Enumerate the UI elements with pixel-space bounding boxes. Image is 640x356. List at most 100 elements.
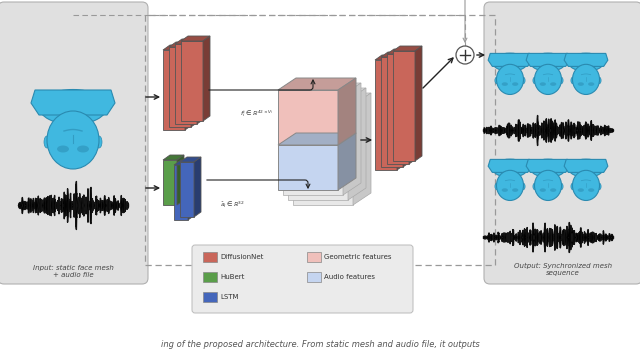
FancyBboxPatch shape — [192, 245, 413, 313]
Ellipse shape — [533, 77, 536, 84]
FancyBboxPatch shape — [0, 2, 148, 284]
FancyBboxPatch shape — [293, 105, 353, 205]
Ellipse shape — [531, 159, 566, 177]
Ellipse shape — [571, 77, 574, 84]
Polygon shape — [375, 55, 404, 60]
Polygon shape — [526, 53, 570, 67]
Ellipse shape — [578, 188, 584, 192]
Ellipse shape — [550, 82, 556, 86]
FancyBboxPatch shape — [288, 100, 348, 200]
FancyBboxPatch shape — [307, 272, 321, 282]
FancyBboxPatch shape — [203, 292, 217, 302]
FancyBboxPatch shape — [278, 90, 338, 145]
Ellipse shape — [512, 188, 518, 192]
FancyBboxPatch shape — [169, 47, 191, 127]
Polygon shape — [415, 46, 422, 161]
Polygon shape — [185, 45, 192, 130]
Ellipse shape — [560, 77, 563, 84]
FancyBboxPatch shape — [163, 160, 177, 205]
FancyBboxPatch shape — [484, 2, 640, 284]
Bar — [544, 168, 552, 178]
Ellipse shape — [573, 170, 600, 200]
Polygon shape — [488, 53, 532, 67]
Ellipse shape — [502, 188, 508, 192]
Polygon shape — [488, 159, 532, 172]
Polygon shape — [174, 160, 195, 165]
FancyBboxPatch shape — [381, 57, 403, 167]
Ellipse shape — [44, 136, 50, 148]
FancyBboxPatch shape — [278, 145, 338, 190]
FancyBboxPatch shape — [175, 44, 197, 124]
Ellipse shape — [502, 82, 508, 86]
Polygon shape — [338, 78, 356, 145]
Ellipse shape — [568, 53, 604, 71]
Ellipse shape — [522, 183, 525, 189]
Bar — [582, 62, 590, 72]
FancyBboxPatch shape — [181, 41, 203, 121]
Polygon shape — [381, 52, 410, 57]
Polygon shape — [191, 42, 198, 127]
Ellipse shape — [568, 159, 604, 177]
Text: Input: static face mesh
+ audio file: Input: static face mesh + audio file — [33, 265, 113, 278]
Text: LSTM: LSTM — [220, 294, 239, 300]
Text: ing of the proposed architecture. From static mesh and audio file, it outputs: ing of the proposed architecture. From s… — [161, 340, 479, 349]
Ellipse shape — [492, 53, 527, 71]
Polygon shape — [397, 55, 404, 170]
Polygon shape — [564, 159, 608, 172]
Polygon shape — [393, 46, 422, 51]
Text: DiffusionNet: DiffusionNet — [220, 254, 264, 260]
Polygon shape — [180, 157, 201, 162]
Polygon shape — [197, 39, 204, 124]
Text: Audio features: Audio features — [324, 274, 375, 280]
Ellipse shape — [96, 136, 102, 148]
Polygon shape — [177, 155, 184, 205]
Ellipse shape — [550, 188, 556, 192]
FancyBboxPatch shape — [283, 95, 343, 195]
Polygon shape — [564, 53, 608, 67]
Text: $f_i^t \in \mathbb{R}^{42 \times V_i}$: $f_i^t \in \mathbb{R}^{42 \times V_i}$ — [240, 108, 274, 119]
Text: Geometric features: Geometric features — [324, 254, 392, 260]
Ellipse shape — [39, 89, 107, 125]
Ellipse shape — [598, 183, 601, 189]
FancyBboxPatch shape — [387, 54, 409, 164]
FancyBboxPatch shape — [203, 272, 217, 282]
Ellipse shape — [540, 82, 546, 86]
Bar — [65, 107, 81, 125]
FancyBboxPatch shape — [174, 165, 188, 220]
Ellipse shape — [540, 188, 546, 192]
Ellipse shape — [47, 111, 99, 169]
FancyBboxPatch shape — [307, 252, 321, 262]
Ellipse shape — [598, 77, 601, 84]
Ellipse shape — [495, 183, 498, 189]
Ellipse shape — [497, 64, 524, 94]
FancyBboxPatch shape — [163, 50, 185, 130]
Polygon shape — [188, 160, 195, 220]
Ellipse shape — [578, 82, 584, 86]
Polygon shape — [194, 157, 201, 217]
Ellipse shape — [534, 170, 561, 200]
Ellipse shape — [492, 159, 527, 177]
Bar — [582, 168, 590, 178]
Polygon shape — [353, 93, 371, 205]
Ellipse shape — [522, 77, 525, 84]
Polygon shape — [175, 39, 204, 44]
Bar — [506, 168, 514, 178]
FancyBboxPatch shape — [203, 252, 217, 262]
Polygon shape — [387, 49, 416, 54]
Polygon shape — [31, 90, 115, 115]
Polygon shape — [163, 45, 192, 50]
Ellipse shape — [512, 82, 518, 86]
Polygon shape — [278, 133, 356, 145]
Ellipse shape — [588, 82, 595, 86]
Polygon shape — [343, 83, 361, 195]
Ellipse shape — [497, 170, 524, 200]
Polygon shape — [526, 159, 570, 172]
Polygon shape — [293, 93, 371, 105]
FancyBboxPatch shape — [180, 162, 194, 217]
Text: $\hat{a}_i \in \mathbb{R}^{32}$: $\hat{a}_i \in \mathbb{R}^{32}$ — [220, 200, 245, 210]
Ellipse shape — [533, 183, 536, 189]
Bar — [544, 62, 552, 72]
Polygon shape — [288, 88, 366, 100]
Ellipse shape — [573, 64, 600, 94]
Ellipse shape — [495, 77, 498, 84]
